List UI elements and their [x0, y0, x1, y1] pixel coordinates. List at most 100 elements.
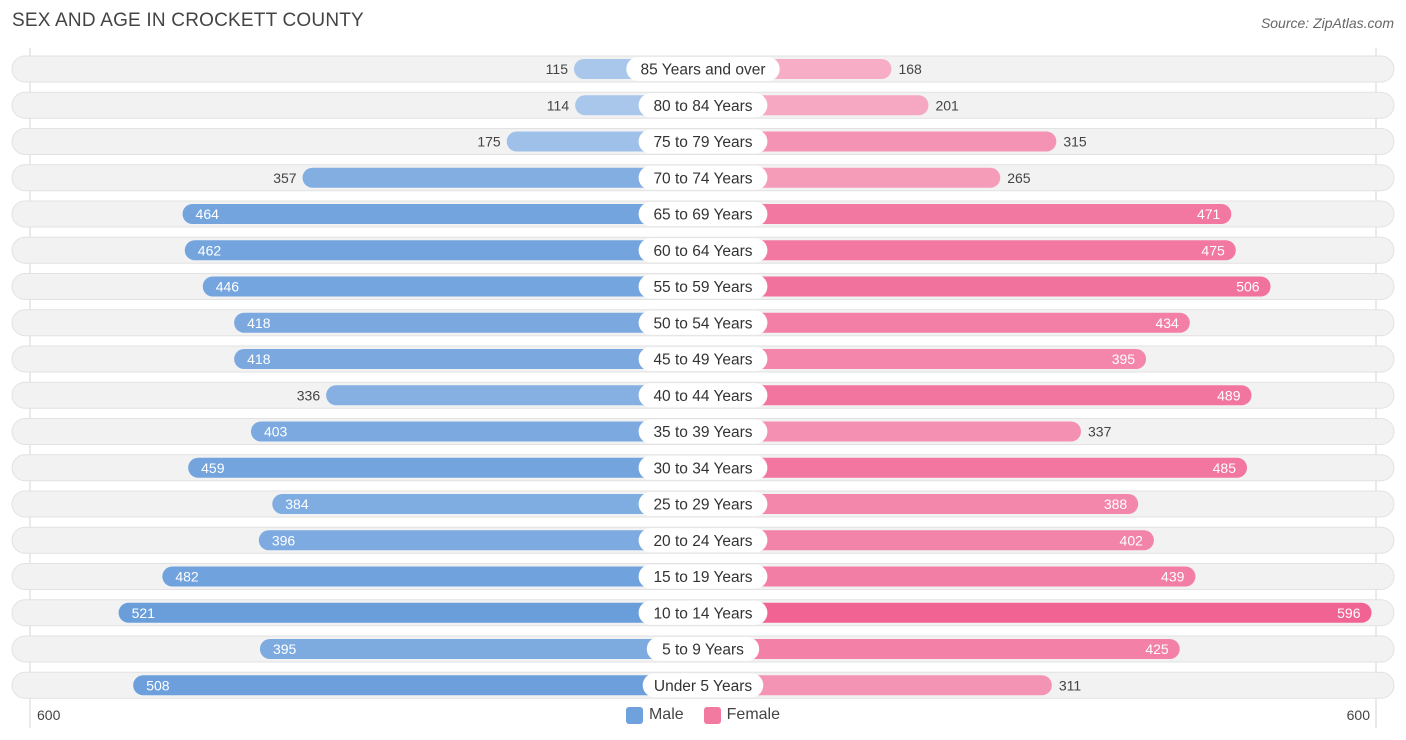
- female-bar: [703, 530, 1154, 551]
- category-label-pill: [638, 310, 768, 335]
- category-label-pill: [638, 129, 768, 154]
- male-value-label: 175: [477, 134, 501, 150]
- female-value-label: 337: [1088, 424, 1112, 440]
- legend-label-female: Female: [726, 706, 781, 723]
- bar-row: 396 402 20 to 24 Years: [11, 526, 1395, 554]
- female-bar: [703, 204, 1232, 224]
- legend-swatch-male: [625, 706, 643, 724]
- category-label-pill: [638, 202, 768, 226]
- category-label: 15 to 19 Years: [653, 569, 752, 586]
- legend-item-male[interactable]: Male: [625, 706, 684, 724]
- category-label-pill: [638, 419, 768, 444]
- category-label-pill: [638, 492, 768, 516]
- male-value-label: 336: [297, 387, 321, 403]
- female-value-label: 265: [1007, 170, 1031, 186]
- female-bar: [703, 385, 1252, 406]
- legend-swatch-female: [703, 706, 721, 724]
- category-label: 70 to 74 Years: [653, 170, 752, 187]
- male-bar: [272, 494, 703, 514]
- category-label: 35 to 39 Years: [653, 424, 752, 441]
- category-label-pill: [638, 165, 768, 190]
- category-label: 60 to 64 Years: [653, 243, 752, 260]
- category-label: 50 to 54 Years: [653, 315, 752, 332]
- female-value-label: 475: [1201, 242, 1225, 258]
- female-value-label: 471: [1197, 206, 1221, 222]
- category-label: 55 to 59 Years: [653, 279, 752, 296]
- male-bar: [234, 312, 704, 333]
- female-value-label: 485: [1213, 460, 1237, 476]
- category-label: 75 to 79 Years: [653, 134, 752, 151]
- female-bar: [703, 131, 1057, 152]
- bar-row: 115 168 85 Years and over: [11, 55, 1395, 83]
- bar-row: 418 434 50 to 54 Years: [11, 309, 1395, 337]
- category-label-pill: [638, 383, 768, 408]
- bar-row: 521 596 10 to 14 Years: [11, 599, 1395, 627]
- female-value-label: 388: [1104, 496, 1128, 512]
- male-value-label: 384: [285, 496, 309, 512]
- bar-row: 446 506 55 to 59 Years: [11, 273, 1395, 300]
- male-bar: [118, 602, 703, 623]
- category-label-pill: [638, 274, 768, 299]
- category-label: 10 to 14 Years: [653, 605, 752, 622]
- bar-row: 175 315 75 to 79 Years: [11, 128, 1395, 155]
- category-label: 5 to 9 Years: [662, 642, 744, 659]
- axis-left-max-label: 600: [37, 707, 61, 723]
- axis-right-max-label: 600: [1346, 707, 1370, 723]
- male-bar: [258, 530, 703, 551]
- male-value-label: 459: [201, 460, 225, 476]
- male-value-label: 464: [196, 206, 220, 222]
- male-value-label: 396: [272, 532, 296, 548]
- category-label: 85 Years and over: [641, 62, 766, 79]
- female-bar: [703, 494, 1139, 514]
- female-value-label: 311: [1059, 677, 1082, 693]
- bar-row: 357 265 70 to 74 Years: [11, 164, 1395, 192]
- male-bar: [182, 204, 704, 224]
- chart-legend: Male Female: [0, 706, 1406, 724]
- male-bar: [234, 349, 704, 369]
- female-value-label: 315: [1063, 134, 1087, 150]
- male-value-label: 395: [273, 641, 297, 657]
- category-label-pill: [646, 637, 760, 661]
- female-bar: [703, 602, 1372, 623]
- male-value-label: 462: [198, 242, 222, 258]
- category-label-pill: [638, 564, 768, 589]
- female-value-label: 402: [1120, 532, 1144, 548]
- source-credit: Source: ZipAtlas.com: [1260, 15, 1394, 31]
- female-value-label: 395: [1112, 351, 1136, 367]
- female-bar: [703, 639, 1180, 659]
- male-value-label: 115: [546, 61, 569, 77]
- male-value-label: 403: [264, 424, 288, 440]
- female-value-label: 168: [898, 61, 922, 77]
- female-value-label: 596: [1337, 605, 1361, 621]
- legend-item-female[interactable]: Female: [703, 706, 781, 724]
- chart-title: SEX AND AGE IN CROCKETT COUNTY: [12, 10, 364, 31]
- category-label-pill: [638, 347, 768, 371]
- category-label: 65 to 69 Years: [653, 207, 752, 224]
- category-label-pill: [638, 528, 768, 553]
- female-bar: [703, 421, 1082, 442]
- male-value-label: 446: [216, 279, 240, 295]
- bar-row: 395 425 5 to 9 Years: [11, 635, 1395, 663]
- male-value-label: 418: [247, 351, 271, 367]
- female-bar: [703, 349, 1147, 369]
- male-bar: [184, 240, 704, 261]
- female-bar: [703, 312, 1190, 333]
- category-label: 25 to 29 Years: [653, 497, 752, 514]
- bar-row: 418 395 45 to 49 Years: [11, 345, 1395, 373]
- category-label: 80 to 84 Years: [653, 98, 752, 115]
- category-label-pill: [626, 57, 780, 81]
- bar-row: 114 201 80 to 84 Years: [11, 91, 1395, 119]
- bar-row: 403 337 35 to 39 Years: [11, 418, 1395, 445]
- male-bar: [326, 385, 703, 406]
- category-label-pill: [638, 455, 768, 480]
- male-value-label: 521: [132, 605, 156, 621]
- category-label: Under 5 Years: [654, 678, 752, 695]
- male-bar: [259, 639, 703, 659]
- male-value-label: 508: [146, 677, 170, 693]
- bar-row: 462 475 60 to 64 Years: [11, 236, 1395, 264]
- male-value-label: 482: [175, 569, 199, 585]
- male-bar: [202, 276, 703, 297]
- category-label: 30 to 34 Years: [653, 460, 752, 477]
- female-bar: [703, 457, 1248, 478]
